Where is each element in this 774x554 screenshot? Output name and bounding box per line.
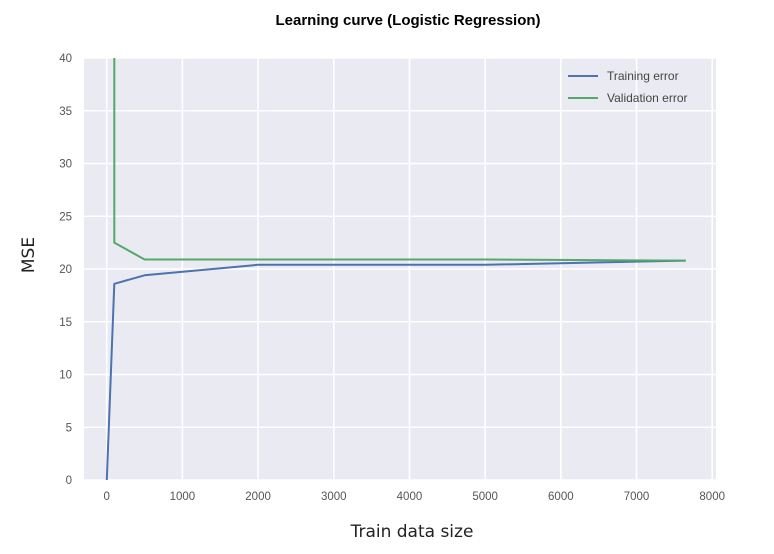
- x-tick-label: 3000: [321, 491, 347, 503]
- y-tick-label: 10: [59, 370, 72, 382]
- legend: Training error Validation error: [568, 69, 687, 105]
- x-tick-label: 0: [104, 491, 110, 503]
- legend-label: Training error: [607, 69, 679, 83]
- x-tick-label: 2000: [245, 491, 271, 503]
- y-tick-label: 35: [59, 106, 72, 118]
- y-tick-label: 0: [66, 475, 72, 487]
- x-axis-label: Train data size: [350, 522, 474, 542]
- x-tick-label: 6000: [548, 491, 574, 503]
- legend-label: Validation error: [607, 91, 687, 105]
- series-line-validation-error: [113, 58, 686, 262]
- y-tick-label: 15: [59, 317, 72, 329]
- y-axis-label: MSE: [19, 237, 39, 273]
- chart-title: Learning curve (Logistic Regression): [275, 12, 540, 29]
- x-tick-label: 1000: [170, 491, 196, 503]
- x-tick-label: 5000: [472, 491, 498, 503]
- x-tick-label: 4000: [397, 491, 423, 503]
- grid-lines: [84, 57, 716, 481]
- x-tick-label: 7000: [624, 491, 650, 503]
- y-tick-label: 25: [59, 211, 72, 223]
- x-tick-label: 8000: [699, 491, 725, 503]
- series-line-training-error: [105, 259, 686, 481]
- y-tick-label: 20: [59, 264, 72, 276]
- series-layer: [105, 58, 686, 481]
- y-tick-label: 40: [59, 53, 72, 65]
- y-tick-label: 30: [59, 159, 72, 171]
- y-tick-label: 5: [66, 422, 72, 434]
- tick-labels: 0 1000 2000 3000 4000 5000 6000 7000 8000 0 5 10 15 2…: [59, 53, 725, 503]
